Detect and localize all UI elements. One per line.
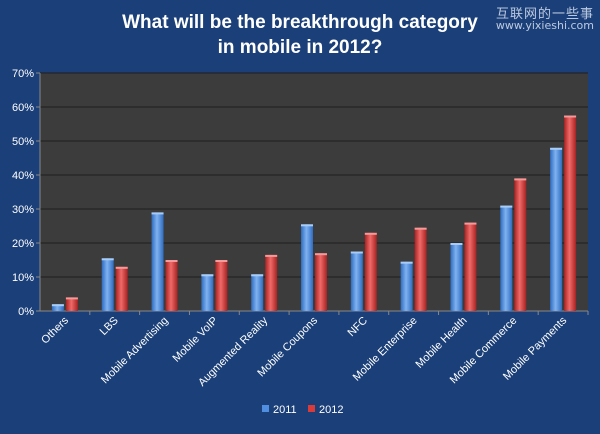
y-tick-label: 10% xyxy=(12,272,34,284)
bar-2011-mobile-voip xyxy=(201,274,214,311)
bar-2012-nfc xyxy=(364,232,377,311)
x-tick-label: LBS xyxy=(98,315,121,338)
bar-2012-mobile-enterprise xyxy=(414,227,427,311)
bar-cap xyxy=(514,178,527,181)
bar-cap xyxy=(500,205,513,208)
bar-cap xyxy=(101,258,114,261)
bar-2011-others xyxy=(51,304,64,311)
bar-cap xyxy=(315,253,327,256)
y-tick-label: 20% xyxy=(12,238,34,250)
legend-label-2011: 2011 xyxy=(273,404,297,416)
plot-area xyxy=(40,73,588,311)
bar-cap xyxy=(564,115,577,118)
watermark-site-url: www.yixieshi.com xyxy=(495,19,594,32)
bar-2012-mobile-commerce xyxy=(514,178,527,311)
chart-title-line-1: What will be the breakthrough category xyxy=(122,12,478,33)
bar-cap xyxy=(165,260,178,262)
bar-cap xyxy=(550,147,563,150)
bar-2012-mobile-advertising xyxy=(165,260,178,311)
bar-2011-mobile-health xyxy=(450,243,463,311)
y-tick-label: 70% xyxy=(12,68,34,80)
x-tick-label: NFC xyxy=(345,315,370,340)
x-tick-label: Mobile VoIP xyxy=(170,315,220,365)
bar-2011-augmented-reality xyxy=(251,274,264,311)
bar-cap xyxy=(414,227,427,230)
x-tick-label: Others xyxy=(39,314,71,346)
legend-label-2012: 2012 xyxy=(319,404,343,416)
bar-cap xyxy=(115,266,128,269)
bar-cap xyxy=(51,304,64,307)
bar-cap xyxy=(265,254,278,257)
bar-2012-mobile-voip xyxy=(215,260,228,311)
bar-cap xyxy=(151,212,164,215)
bar-2012-mobile-payments xyxy=(564,115,577,311)
y-tick-label: 40% xyxy=(12,170,34,182)
bar-2011-mobile-coupons xyxy=(301,224,313,311)
bar-cap xyxy=(464,222,477,225)
y-tick-label: 30% xyxy=(12,204,34,216)
bar-2011-mobile-payments xyxy=(550,147,563,311)
bar-2012-mobile-coupons xyxy=(315,253,327,311)
bar-cap xyxy=(65,297,78,300)
x-tick-label: Mobile Health xyxy=(414,315,470,371)
bar-2012-mobile-health xyxy=(464,222,477,311)
bar-cap xyxy=(215,260,228,262)
chart-title-line-2: in mobile in 2012? xyxy=(217,37,383,58)
bar-cap xyxy=(301,224,313,227)
bar-2011-nfc xyxy=(350,251,363,311)
bar-2011-lbs xyxy=(101,258,114,311)
bar-cap xyxy=(400,261,413,264)
bar-cap xyxy=(251,274,264,277)
bar-2011-mobile-commerce xyxy=(500,205,513,311)
bar-cap xyxy=(450,243,463,245)
bar-2011-mobile-advertising xyxy=(151,212,164,311)
legend-swatch-2012 xyxy=(308,405,315,412)
bar-2012-augmented-reality xyxy=(265,254,278,311)
y-tick-label: 50% xyxy=(12,136,34,148)
bar-cap xyxy=(364,232,377,235)
bar-2012-lbs xyxy=(115,266,128,311)
bar-2012-others xyxy=(65,297,78,311)
watermark-site-name: 互联网的一些事 xyxy=(495,7,594,22)
bar-cap xyxy=(201,274,214,277)
y-tick-label: 60% xyxy=(12,102,34,114)
y-tick-label: 0% xyxy=(18,306,34,318)
bar-cap xyxy=(350,251,363,254)
legend-swatch-2011 xyxy=(262,405,269,412)
bar-2011-mobile-enterprise xyxy=(400,261,413,311)
